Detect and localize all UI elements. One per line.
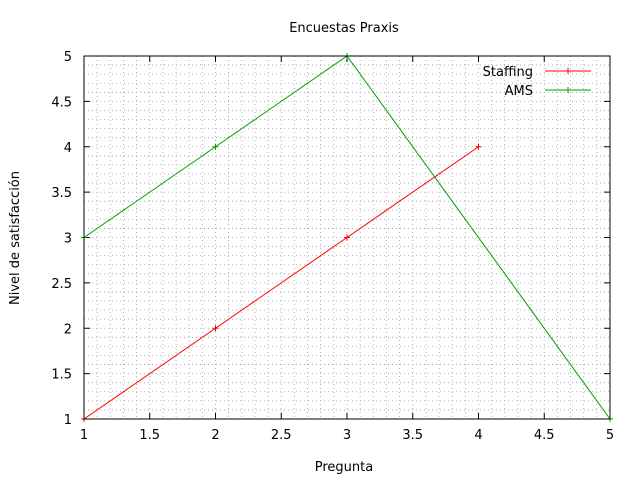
- series-line-ams: [83, 55, 611, 420]
- x-tick-label: 5: [606, 428, 614, 443]
- y-tick-label: 3.5: [51, 186, 72, 201]
- data-point-ams: [212, 143, 219, 150]
- y-tick-label: 3: [64, 232, 72, 247]
- y-axis-label: Nivel de satisfacción: [8, 171, 23, 305]
- x-tick-label: 3: [343, 428, 351, 443]
- x-axis-label: Pregunta: [315, 460, 373, 475]
- y-tick-label: 4.5: [51, 95, 72, 110]
- chart-title: Encuestas Praxis: [289, 21, 399, 36]
- legend-label-ams: AMS: [505, 84, 533, 99]
- series-line-staffing: [83, 146, 479, 420]
- data-point-staffing: [344, 234, 350, 241]
- data-point-staffing: [212, 325, 219, 332]
- legend: Staffing AMS: [483, 65, 591, 99]
- y-tick-label: 4: [64, 141, 72, 156]
- x-tick-label: 1: [80, 428, 88, 443]
- legend-label-staffing: Staffing: [483, 65, 533, 80]
- x-tick-label: 3.5: [402, 428, 423, 443]
- x-tick-label: 2.5: [271, 428, 292, 443]
- y-tick-label: 1: [64, 413, 72, 428]
- data-point-staffing: [475, 143, 482, 150]
- x-tick-label: 2: [211, 428, 219, 443]
- y-axis-ticks: 1 1.5 2 2.5 3 3.5 4 4.5 5: [51, 50, 610, 428]
- x-tick-label: 1.5: [139, 428, 160, 443]
- y-tick-label: 5: [64, 50, 72, 65]
- y-tick-label: 2.5: [51, 277, 72, 292]
- x-tick-label: 4.5: [534, 428, 555, 443]
- x-tick-label: 4: [474, 428, 482, 443]
- y-tick-label: 2: [64, 322, 72, 337]
- plot-frame: [83, 55, 611, 420]
- y-tick-label: 1.5: [51, 368, 72, 383]
- x-axis-ticks: 1 1.5 2 2.5 3 3.5 4 4.5 5: [80, 56, 614, 443]
